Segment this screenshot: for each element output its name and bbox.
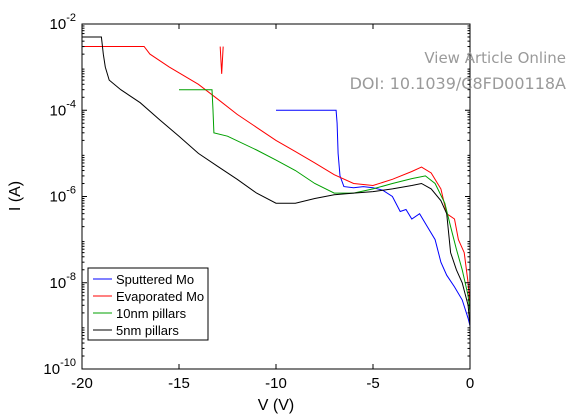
watermark-doi[interactable]: DOI: 10.1039/C8FD00118A — [349, 74, 566, 93]
y-axis-label: I (A) — [7, 181, 24, 211]
x-tick-label: 0 — [466, 375, 474, 392]
y-axis: 10-10 10-8 10-6 10-4 10-2 — [43, 12, 470, 378]
legend-label: Sputtered Mo — [116, 272, 194, 287]
y-tick-label: 10-10 — [43, 357, 76, 378]
x-tick-label: -10 — [265, 375, 287, 392]
x-tick-label: -20 — [71, 375, 93, 392]
x-axis: -20 -15 -10 -5 0 — [71, 24, 474, 392]
series-line-1 — [276, 109, 471, 327]
series-line-3 — [179, 89, 471, 313]
series-spike-2 — [219, 46, 224, 74]
x-tick-label: -15 — [168, 375, 190, 392]
legend-label: 5nm pillars — [116, 323, 179, 338]
series-line-4 — [82, 36, 471, 326]
legend-label: 10nm pillars — [116, 306, 187, 321]
legend-label: Evaporated Mo — [116, 289, 204, 304]
y-tick-label: 10-2 — [50, 12, 76, 33]
series-line-2 — [82, 46, 471, 306]
y-tick-label: 10-4 — [50, 98, 76, 119]
x-axis-label: V (V) — [258, 397, 294, 414]
legend: Sputtered Mo Evaporated Mo 10nm pillars 5nm… — [87, 267, 209, 341]
legend-box — [87, 267, 209, 341]
y-tick-label: 10-6 — [50, 185, 76, 206]
watermark-view-article[interactable]: View Article Online — [424, 49, 566, 67]
y-tick-label: 10-8 — [50, 271, 76, 292]
series-layer — [82, 36, 471, 327]
x-tick-label: -5 — [366, 375, 379, 392]
